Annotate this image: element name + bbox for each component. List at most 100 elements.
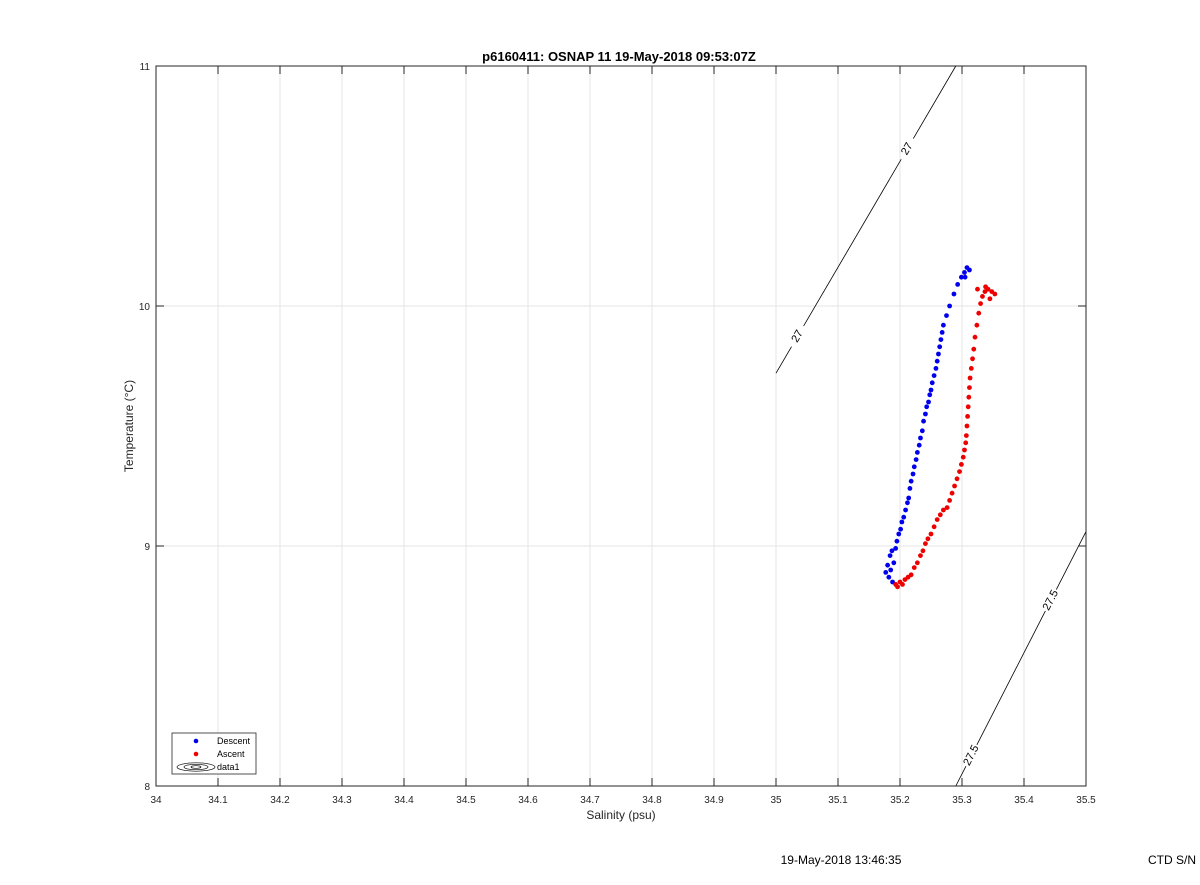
descent-point [886, 574, 892, 580]
series-ascent [893, 284, 998, 590]
ascent-point [920, 548, 926, 554]
ascent-point [963, 440, 969, 446]
descent-point [926, 399, 931, 405]
contour-label: 27 [789, 328, 806, 345]
ascent-point [941, 507, 946, 513]
y-axis-label: Temperature (°C) [122, 380, 136, 472]
x-tick-label: 35.4 [1014, 795, 1034, 806]
contour-label: 27 [899, 141, 916, 158]
ascent-point [934, 517, 940, 522]
descent-point [916, 442, 922, 448]
descent-point [927, 392, 933, 398]
contour-line [1055, 531, 1087, 590]
ascent-point [918, 553, 923, 558]
descent-point [929, 380, 935, 386]
legend-descent-marker [193, 738, 199, 744]
ascent-point [975, 286, 980, 292]
ascent-point [964, 423, 970, 429]
ascent-point [983, 284, 988, 290]
ascent-point [987, 296, 993, 302]
x-axis-label: Salinity (psu) [586, 808, 655, 822]
descent-point [910, 471, 916, 477]
descent-point [967, 267, 972, 273]
contour-line [912, 65, 957, 139]
descent-point [891, 560, 897, 566]
ascent-point [908, 572, 914, 578]
contour-label: 27.5 [961, 743, 981, 768]
x-tick-label: 34.1 [208, 795, 228, 806]
x-tick-label: 34.2 [270, 795, 290, 806]
x-tick-label: 34.7 [580, 795, 600, 806]
descent-point [883, 570, 889, 575]
contour-label: 27.5 [1041, 588, 1061, 613]
descent-point [901, 514, 907, 520]
ascent-point [960, 454, 966, 460]
ascent-point [954, 476, 960, 482]
x-tick-label: 34.9 [704, 795, 724, 806]
ascent-point [958, 462, 964, 467]
descent-point [918, 435, 923, 441]
ascent-point [971, 346, 977, 352]
ascent-point [974, 322, 980, 328]
descent-point [937, 344, 943, 350]
y-tick-label: 8 [144, 782, 150, 793]
y-tick-label: 9 [144, 542, 150, 553]
legend: Descent Ascent data1 [171, 732, 257, 775]
descent-point [906, 495, 912, 501]
ascent-point [914, 560, 920, 566]
ascent-point [967, 375, 973, 381]
contour-27: 27 27 [775, 65, 957, 374]
y-tick-label: 10 [139, 302, 151, 313]
descent-point [896, 531, 902, 537]
ascent-point [980, 294, 985, 299]
legend-box [171, 732, 257, 775]
ascent-point [968, 366, 974, 371]
legend-ascent-label: Ascent [217, 749, 245, 759]
legend-contour-icon [176, 762, 216, 772]
ascent-point [970, 356, 975, 362]
descent-point [913, 457, 919, 462]
data-points [883, 265, 998, 590]
y-tick-label: 11 [140, 62, 151, 73]
descent-point [898, 526, 904, 532]
ascent-point [952, 483, 957, 489]
ascent-point [957, 469, 962, 474]
descent-point [958, 274, 964, 280]
ascent-point [992, 291, 998, 297]
ascent-point [978, 301, 983, 306]
x-tick-label: 35.1 [828, 795, 848, 806]
ascent-point [928, 531, 934, 537]
descent-point [951, 291, 957, 297]
descent-point [889, 548, 895, 554]
descent-point [944, 313, 949, 318]
contour-line [775, 346, 792, 374]
legend-descent-label: Descent [217, 736, 251, 746]
descent-point [885, 562, 890, 568]
descent-point [939, 330, 945, 335]
ascent-point [965, 414, 970, 419]
x-axis-ticks: 34 34.1 34.2 34.3 34.4 34.5 34.6 34.7 34.8 34.9 35… [150, 66, 1096, 806]
descent-point [921, 418, 926, 424]
footer-timestamp: 19-May-2018 13:46:35 [781, 853, 902, 867]
descent-point [931, 373, 937, 378]
descent-point [941, 322, 946, 328]
ascent-point [976, 310, 982, 316]
descent-point [887, 553, 893, 558]
descent-point [955, 282, 961, 287]
x-tick-label: 35.5 [1076, 795, 1096, 806]
descent-point [928, 387, 934, 393]
ascent-point [923, 541, 928, 546]
descent-point [933, 366, 939, 371]
descent-point [923, 411, 928, 417]
descent-point [947, 303, 952, 309]
descent-point [919, 428, 925, 434]
contour-line [976, 610, 1046, 745]
ascent-point [931, 524, 937, 530]
legend-data1-label: data1 [217, 762, 240, 772]
ascent-point [900, 582, 905, 587]
x-tick-label: 34.6 [518, 795, 538, 806]
descent-point [903, 507, 908, 513]
descent-point [924, 404, 930, 410]
contour-line [955, 765, 967, 787]
